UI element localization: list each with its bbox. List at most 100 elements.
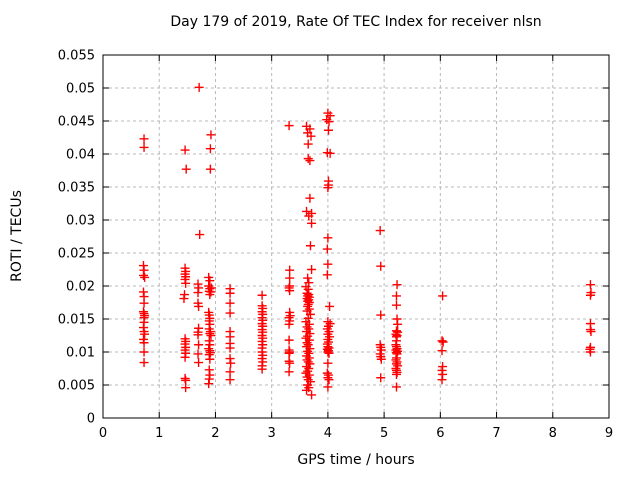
data-point xyxy=(285,286,295,296)
data-point xyxy=(206,130,216,140)
data-point xyxy=(181,383,191,393)
x-tick-label: 8 xyxy=(549,426,557,441)
data-point xyxy=(205,290,215,300)
x-tick-label: 6 xyxy=(436,426,444,441)
data-point xyxy=(391,291,401,301)
chart-title: Day 179 of 2019, Rate Of TEC Index for r… xyxy=(170,14,542,30)
data-point xyxy=(304,211,314,221)
data-point xyxy=(303,273,313,283)
x-tick-label: 0 xyxy=(99,426,107,441)
data-point xyxy=(302,206,312,216)
data-point xyxy=(323,382,333,392)
data-point xyxy=(303,139,313,149)
x-tick-label: 9 xyxy=(605,426,613,441)
data-point xyxy=(193,330,203,340)
data-point xyxy=(323,125,333,135)
data-point xyxy=(139,298,149,308)
data-point xyxy=(391,300,401,310)
data-point xyxy=(585,347,595,357)
plot-border xyxy=(102,54,610,419)
data-point xyxy=(323,358,333,368)
data-point xyxy=(437,336,447,346)
data-point xyxy=(391,382,401,392)
data-point xyxy=(393,319,403,329)
data-point xyxy=(304,370,314,380)
data-point xyxy=(585,280,595,290)
data-point xyxy=(285,265,295,275)
data-point xyxy=(323,373,333,383)
x-tick-label: 7 xyxy=(492,426,500,441)
data-point xyxy=(226,358,236,368)
data-point xyxy=(139,338,149,348)
y-axis-label: ROTI / TECUs xyxy=(9,190,25,282)
data-point xyxy=(257,364,267,374)
data-point xyxy=(139,347,149,357)
data-point xyxy=(225,298,235,308)
data-point xyxy=(375,226,385,236)
data-point xyxy=(181,164,191,174)
data-point xyxy=(139,134,149,144)
data-point xyxy=(205,144,215,154)
data-point xyxy=(139,142,149,152)
data-point xyxy=(323,259,333,269)
x-tick-label: 3 xyxy=(268,426,276,441)
data-point xyxy=(285,273,295,283)
data-point xyxy=(303,346,313,356)
data-point xyxy=(204,379,214,389)
data-point xyxy=(376,373,386,383)
data-point xyxy=(307,390,317,400)
data-point xyxy=(206,331,216,340)
y-tick-label: 0.045 xyxy=(58,115,95,130)
data-point xyxy=(438,337,448,347)
x-axis-label: GPS time / hours xyxy=(297,452,415,468)
x-tick-label: 4 xyxy=(324,426,332,441)
y-tick-label: 0.05 xyxy=(66,82,95,97)
data-point xyxy=(284,335,294,345)
y-tick-label: 0.03 xyxy=(66,214,95,229)
data-point xyxy=(194,301,204,311)
data-point xyxy=(585,290,595,300)
data-point xyxy=(325,301,335,311)
data-point xyxy=(586,327,596,337)
y-tick-label: 0.02 xyxy=(66,280,95,295)
data-point xyxy=(376,310,386,320)
data-point xyxy=(325,148,335,158)
data-point xyxy=(225,308,235,318)
data-point xyxy=(322,244,332,254)
data-point xyxy=(323,347,333,357)
data-point xyxy=(257,290,267,300)
data-point xyxy=(225,375,235,385)
data-point xyxy=(180,145,190,155)
data-point xyxy=(324,117,334,127)
data-point xyxy=(391,369,401,379)
data-point xyxy=(323,183,333,193)
data-point xyxy=(194,82,204,92)
data-point xyxy=(225,367,235,377)
data-point xyxy=(139,358,149,368)
data-point xyxy=(322,270,332,280)
data-point xyxy=(225,343,235,353)
x-tick-label: 1 xyxy=(155,426,163,441)
data-point xyxy=(179,294,189,304)
data-point xyxy=(194,358,204,368)
data-point xyxy=(193,349,203,359)
data-point xyxy=(438,291,448,301)
data-point xyxy=(324,348,334,358)
data-point xyxy=(140,329,150,339)
y-tick-label: 0.015 xyxy=(58,313,95,328)
data-point xyxy=(181,278,191,288)
data-point xyxy=(140,272,150,282)
data-point xyxy=(305,124,315,134)
y-tick-label: 0.025 xyxy=(58,247,95,262)
data-point xyxy=(205,164,215,174)
data-point xyxy=(284,367,294,377)
data-point xyxy=(305,309,315,319)
y-tick-label: 0.055 xyxy=(58,49,95,64)
data-point xyxy=(307,218,317,228)
x-tick-label: 2 xyxy=(211,426,219,441)
data-point xyxy=(205,354,215,364)
data-point xyxy=(138,270,148,280)
data-point xyxy=(304,304,314,314)
data-point xyxy=(225,288,235,298)
